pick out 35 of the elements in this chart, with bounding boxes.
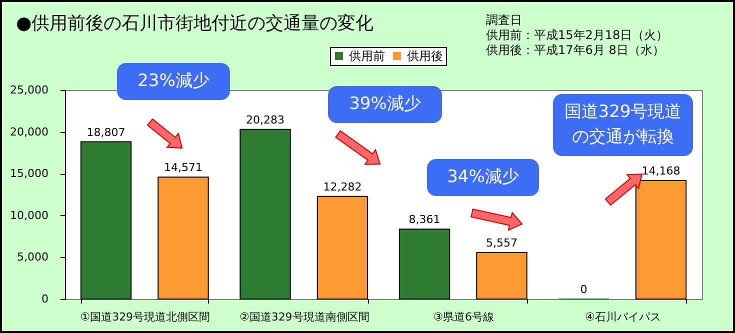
annotation: 国道329号現道の交通が転換: [553, 94, 693, 156]
x-tick-label: ④石川バイパス: [584, 310, 661, 324]
data-label: 0: [580, 283, 588, 296]
chart-title: ●供用前後の石川市街地付近の交通量の変化: [16, 12, 374, 35]
y-tick-label: 0: [42, 292, 48, 306]
bar: [158, 176, 209, 300]
x-tick-label: ①国道329号現道北側区間: [80, 310, 210, 324]
annotation: 34%減少: [427, 159, 539, 196]
legend-label: 供用前: [349, 49, 385, 63]
data-label: 5,557: [486, 236, 518, 250]
bar: [80, 141, 132, 300]
bar: [316, 196, 368, 300]
bar: [476, 252, 528, 300]
text: 供用前：平成15年2月18日（火）: [486, 28, 668, 43]
y-tick-label: 10,000: [10, 208, 48, 222]
annotation: 23%減少: [117, 63, 230, 100]
text: 調査日: [486, 13, 522, 28]
annotation: 39%減少: [328, 86, 442, 123]
data-label: 18,807: [86, 126, 126, 139]
y-tick-label: 20,000: [10, 125, 48, 138]
y-tick-label: 15,000: [10, 167, 48, 180]
bar: [240, 128, 291, 300]
data-label: 14,571: [164, 161, 202, 174]
data-label: 20,283: [246, 113, 285, 126]
x-tick-label: ③県道6号線: [433, 310, 494, 324]
y-tick-label: 5,000: [17, 250, 48, 264]
data-label: 8,361: [408, 213, 440, 226]
legend-label: 供用後: [407, 49, 443, 63]
data-label: 12,282: [323, 180, 362, 194]
y-tick-label: 25,000: [10, 84, 48, 96]
bar: [635, 180, 687, 300]
text: 供用後：平成17年6月 8日（水）: [486, 43, 664, 58]
data-label: 14,168: [642, 164, 680, 178]
bar: [398, 228, 450, 300]
x-tick-label: ②国道329号現道南側区間: [239, 310, 370, 324]
